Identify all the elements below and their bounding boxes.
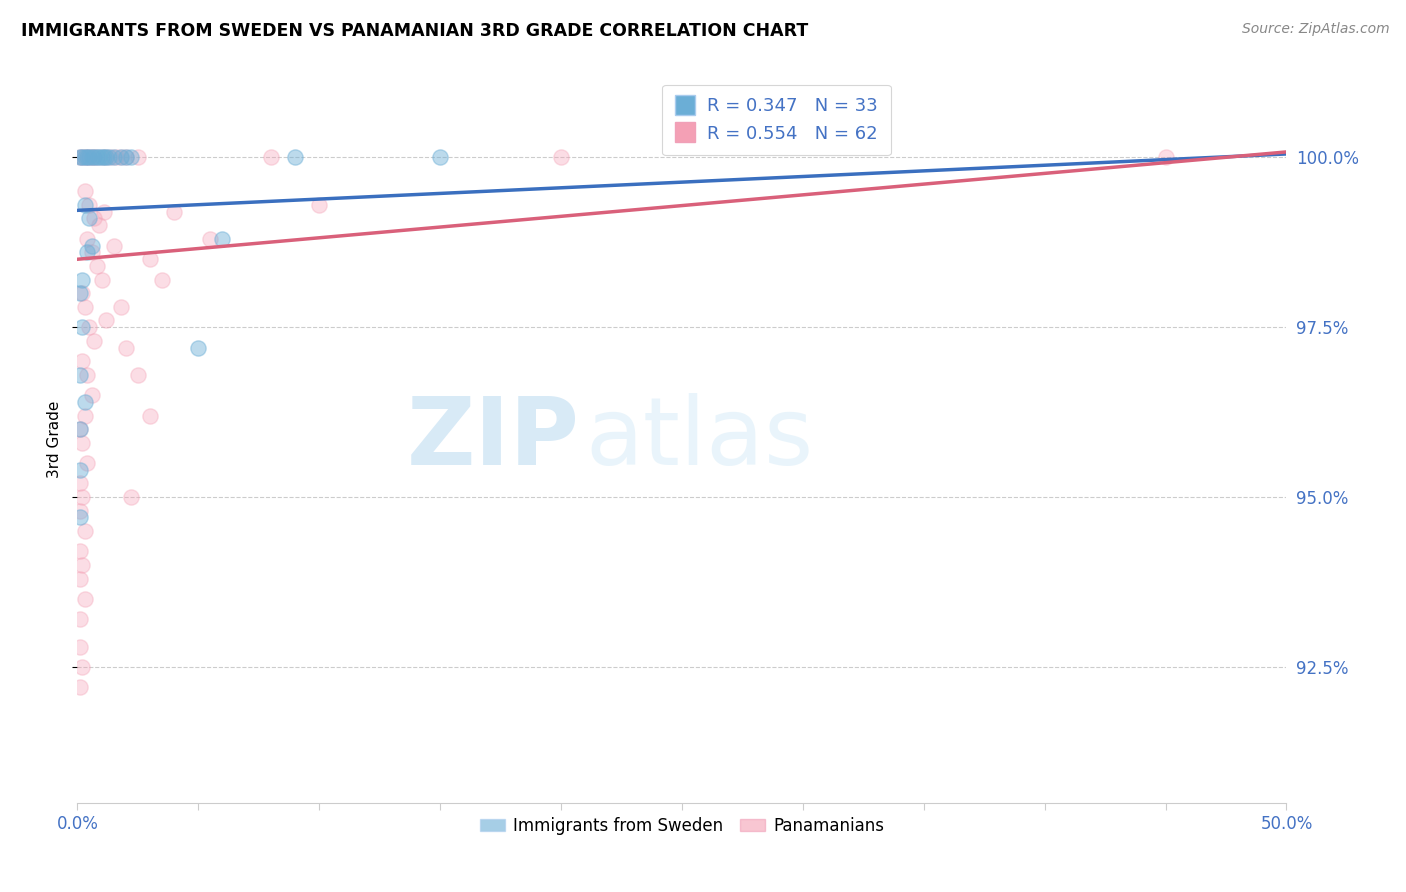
Point	[70, 354, 93, 368]
Point	[70, 660, 93, 674]
Point	[550, 150, 572, 164]
Point	[70, 490, 93, 504]
Point	[73, 524, 96, 538]
Point	[69, 503, 91, 517]
Point	[1154, 150, 1177, 164]
Text: IMMIGRANTS FROM SWEDEN VS PANAMANIAN 3RD GRADE CORRELATION CHART: IMMIGRANTS FROM SWEDEN VS PANAMANIAN 3RD…	[21, 22, 808, 40]
Point	[79, 198, 101, 212]
Point	[73, 409, 96, 423]
Point	[114, 341, 136, 355]
Point	[76, 150, 98, 164]
Point	[80, 388, 103, 402]
Point	[76, 232, 98, 246]
Point	[73, 591, 96, 606]
Point	[79, 320, 101, 334]
Point	[69, 422, 91, 436]
Point	[76, 368, 98, 382]
Point	[90, 273, 112, 287]
Point	[69, 150, 91, 164]
Y-axis label: 3rd Grade: 3rd Grade	[46, 401, 62, 478]
Point	[103, 238, 125, 252]
Point	[127, 150, 149, 164]
Point	[69, 544, 91, 558]
Point	[70, 150, 93, 164]
Point	[73, 300, 96, 314]
Point	[73, 184, 96, 198]
Point	[93, 204, 115, 219]
Point	[69, 681, 91, 695]
Point	[83, 211, 105, 226]
Text: Source: ZipAtlas.com: Source: ZipAtlas.com	[1241, 22, 1389, 37]
Point	[96, 313, 118, 327]
Text: ZIP: ZIP	[406, 393, 579, 485]
Point	[105, 150, 128, 164]
Point	[86, 150, 108, 164]
Point	[96, 150, 118, 164]
Point	[70, 558, 93, 572]
Point	[80, 245, 103, 260]
Point	[80, 150, 103, 164]
Legend: Immigrants from Sweden, Panamanians: Immigrants from Sweden, Panamanians	[472, 811, 891, 842]
Point	[139, 252, 162, 267]
Point	[200, 232, 222, 246]
Point	[70, 286, 93, 301]
Point	[90, 150, 112, 164]
Point	[83, 150, 105, 164]
Text: atlas: atlas	[585, 393, 814, 485]
Point	[69, 640, 91, 654]
Point	[87, 219, 110, 233]
Point	[308, 198, 330, 212]
Point	[139, 409, 162, 423]
Point	[79, 150, 101, 164]
Point	[76, 456, 98, 470]
Point	[110, 150, 132, 164]
Point	[127, 368, 149, 382]
Point	[260, 150, 283, 164]
Point	[86, 259, 108, 273]
Point	[70, 435, 93, 450]
Point	[120, 490, 142, 504]
Point	[163, 204, 186, 219]
Point	[83, 334, 105, 348]
Point	[100, 150, 122, 164]
Point	[114, 150, 136, 164]
Point	[69, 572, 91, 586]
Point	[69, 476, 91, 491]
Point	[110, 300, 132, 314]
Point	[150, 273, 173, 287]
Point	[73, 150, 96, 164]
Point	[69, 612, 91, 626]
